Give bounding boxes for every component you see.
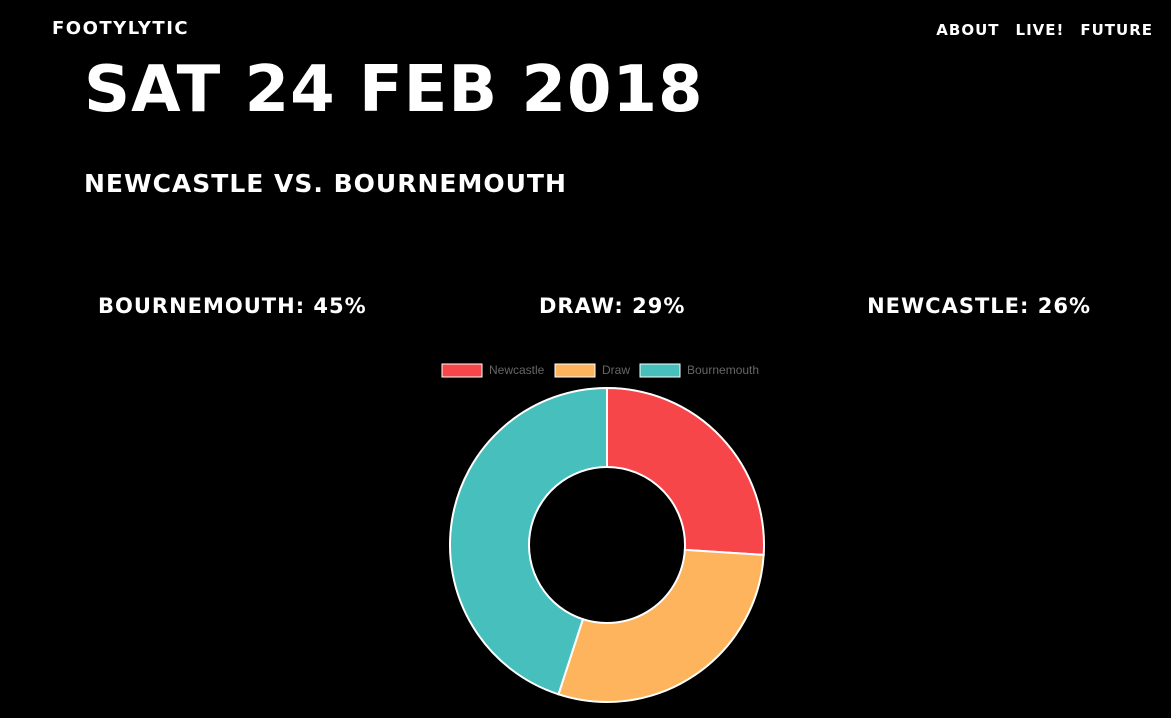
legend-label-bournemouth[interactable]: Bournemouth [687,363,759,377]
chart-slices [449,386,765,703]
match-fixture: NEWCASTLE VS. BOURNEMOUTH [84,169,567,198]
home-win-probability: NEWCASTLE: 26% [867,294,1091,318]
draw-probability: DRAW: 29% [539,294,686,318]
legend-swatch-draw[interactable] [554,363,596,378]
main-nav: ABOUT LIVE! FUTURE [936,20,1153,40]
nav-about[interactable]: ABOUT [936,21,1000,39]
outcome-doughnut-chart: Newcastle Draw Bournemouth [441,363,765,703]
away-win-probability: BOURNEMOUTH: 45% [98,294,367,318]
legend-swatch-bournemouth[interactable] [639,363,681,378]
chart-legend: Newcastle Draw Bournemouth [441,363,759,378]
legend-label-draw[interactable]: Draw [602,363,630,377]
slice-newcastle[interactable] [606,386,765,556]
nav-future[interactable]: FUTURE [1080,21,1153,39]
match-date: SAT 24 FEB 2018 [84,53,704,127]
brand-logo[interactable]: FOOTYLYTIC [52,18,190,39]
legend-swatch-newcastle[interactable] [441,363,483,378]
slice-bournemouth[interactable] [449,386,608,696]
slice-draw[interactable] [557,548,765,703]
nav-live[interactable]: LIVE! [1015,21,1065,39]
legend-label-newcastle[interactable]: Newcastle [489,363,545,377]
